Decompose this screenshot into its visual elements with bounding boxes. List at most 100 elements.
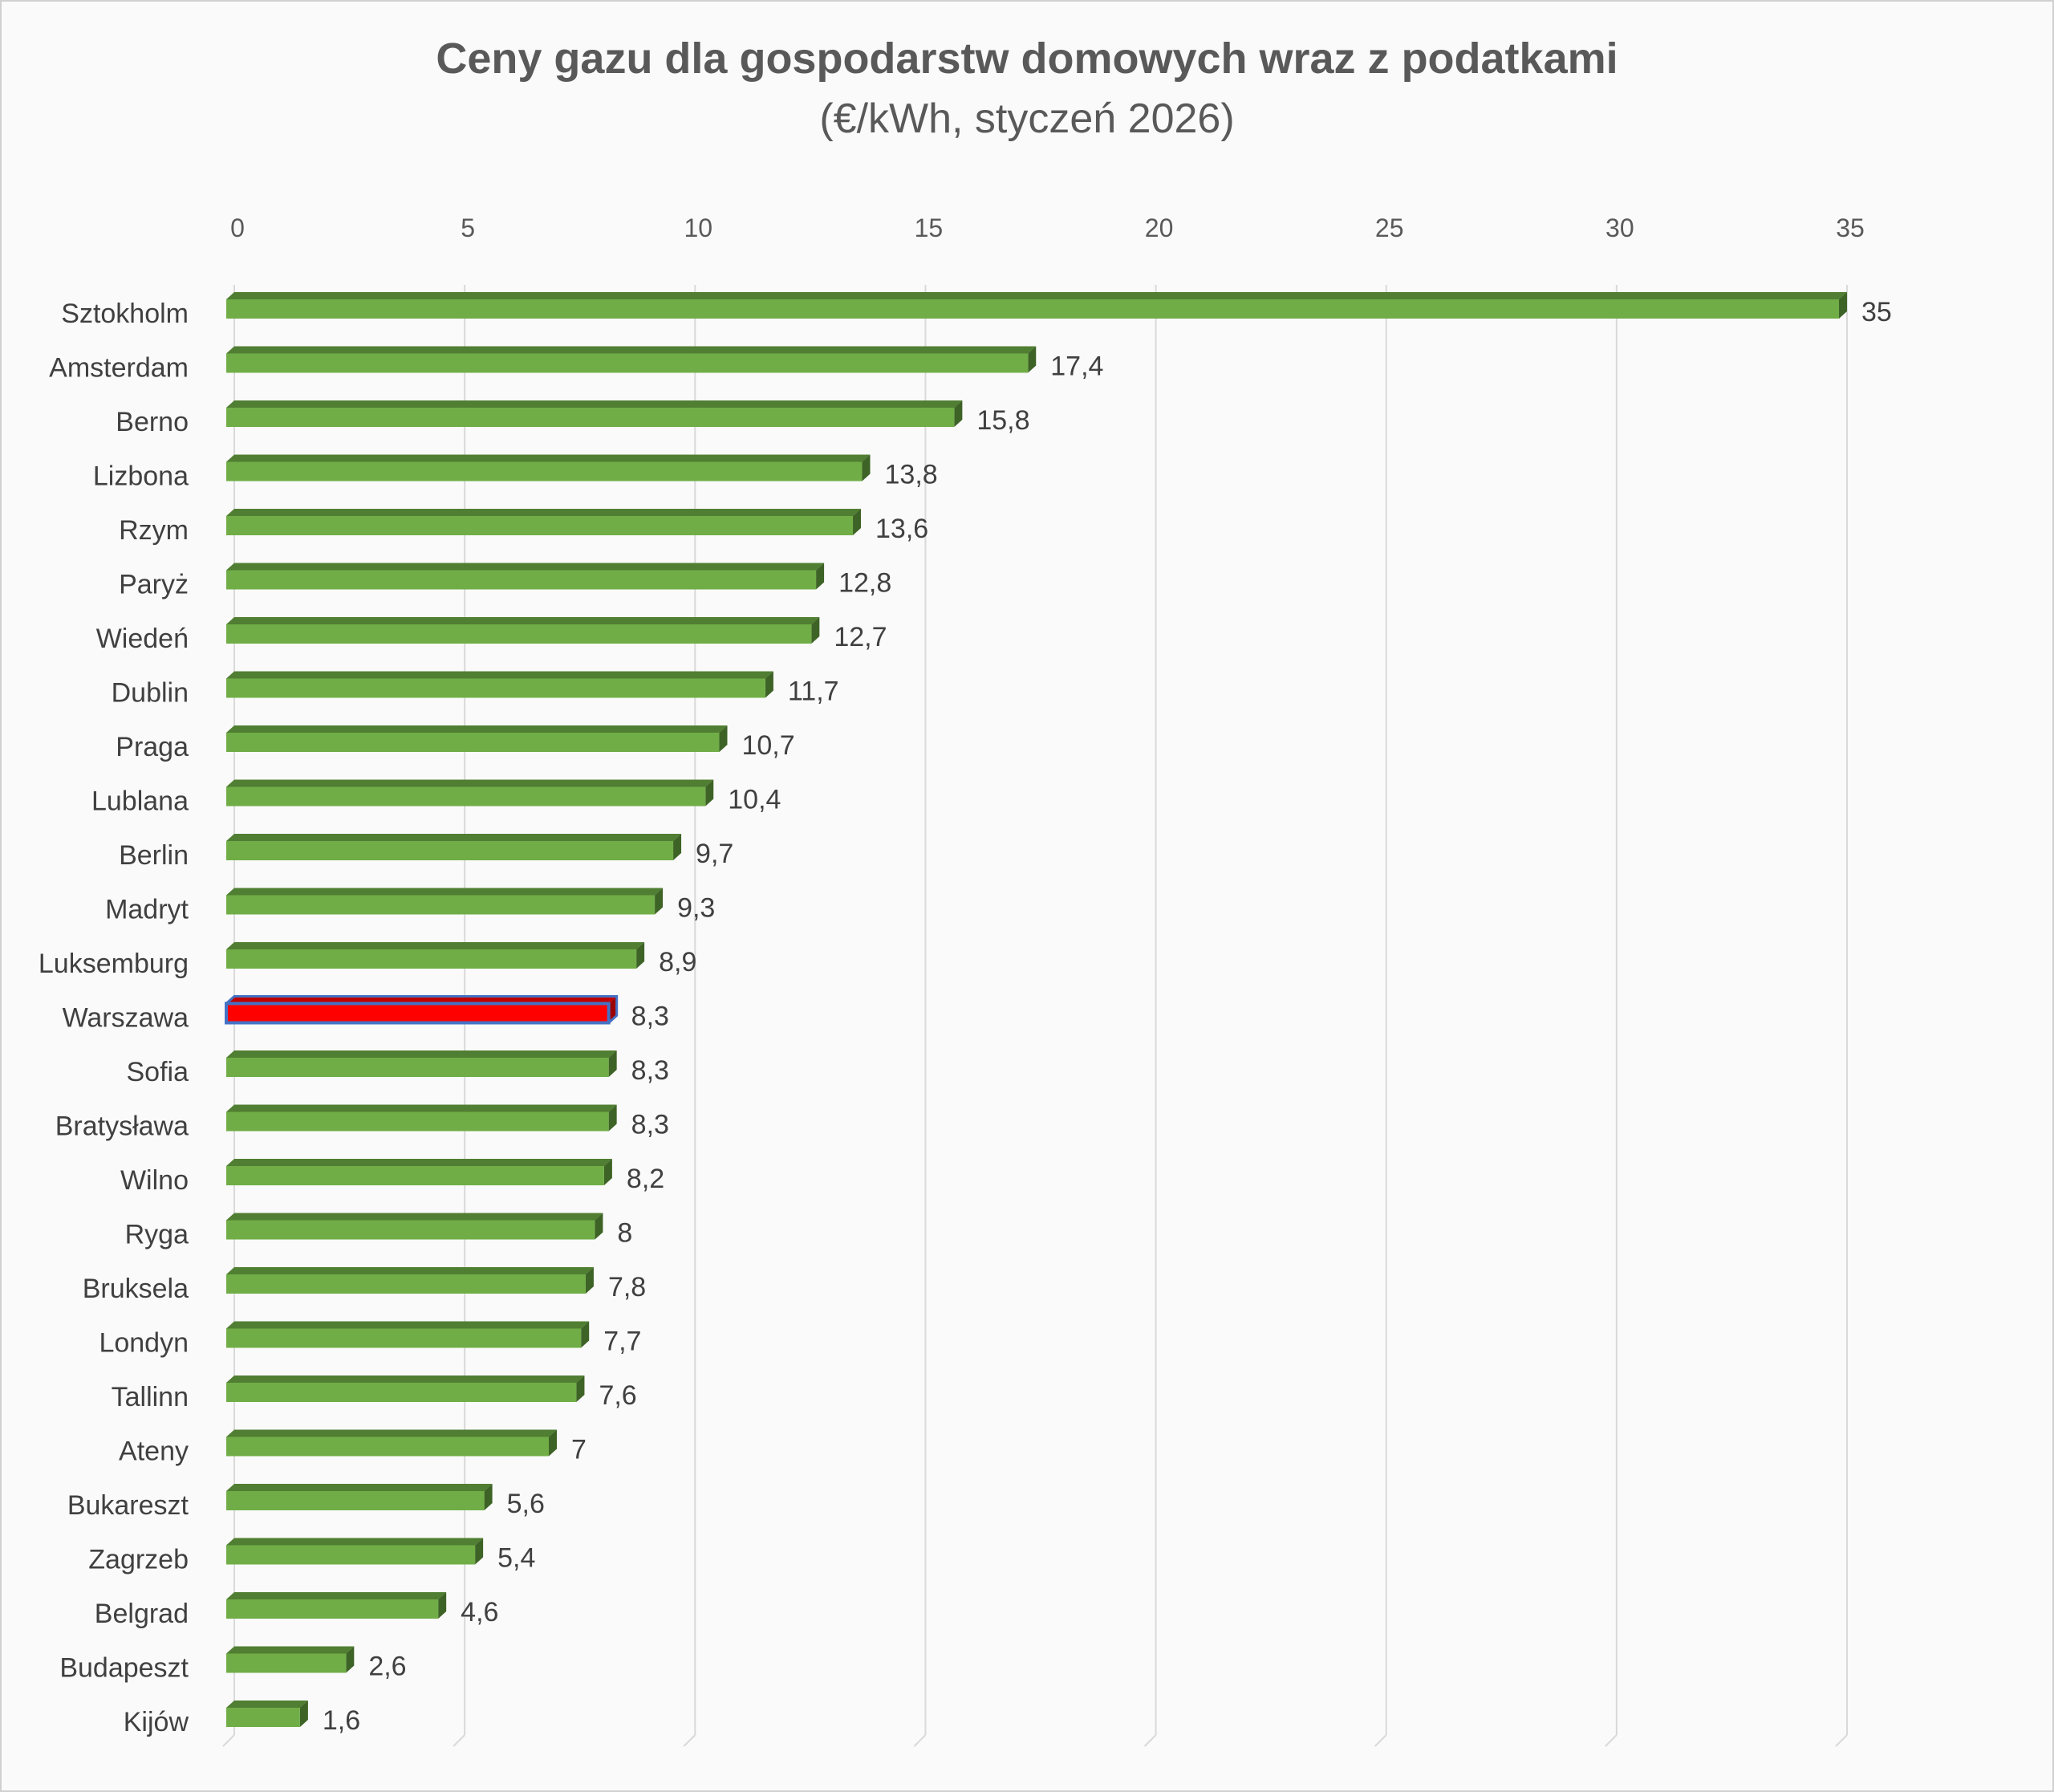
category-label: Lublana (91, 786, 189, 817)
bar-top-face (226, 1592, 447, 1599)
bar-top-face (226, 1701, 308, 1708)
data-label: 11,7 (788, 677, 839, 707)
data-label: 7,6 (599, 1380, 636, 1411)
bar (226, 1491, 485, 1510)
bar-side-face (1839, 292, 1847, 319)
bar-side-face (484, 1484, 493, 1510)
bar-side-face (346, 1646, 355, 1673)
data-label: 8,3 (631, 1055, 669, 1086)
bar-top-face (226, 454, 871, 462)
x-tick-label: 25 (1375, 213, 1404, 242)
gridline-floor (222, 1734, 235, 1747)
bar (226, 408, 955, 427)
bar-top-face (226, 1484, 493, 1491)
category-label: Praga (116, 732, 189, 762)
data-label: 35 (1861, 297, 1892, 327)
bar-side-face (816, 563, 825, 590)
bar-side-face (299, 1701, 308, 1727)
bar-side-face (438, 1592, 447, 1619)
bar (226, 570, 817, 590)
data-label: 8,9 (659, 947, 696, 977)
bar-side-face (475, 1538, 484, 1565)
category-label: Berno (116, 407, 189, 437)
data-label: 13,6 (875, 514, 928, 544)
x-tick-label: 5 (461, 213, 475, 242)
bar-top-face (226, 1538, 484, 1546)
bar-side-face (603, 1159, 612, 1185)
gridline-floor (913, 1734, 927, 1747)
data-label: 12,7 (834, 622, 887, 652)
bar (226, 895, 656, 915)
bar (226, 461, 863, 482)
data-label: 10,7 (741, 730, 794, 761)
bar-top-face (226, 292, 1847, 299)
bar-side-face (581, 1321, 590, 1348)
data-label: 13,8 (885, 460, 938, 490)
bar-top-face (226, 563, 825, 571)
gridline-floor (1143, 1734, 1157, 1747)
bar-side-face (636, 942, 645, 969)
bar (225, 1002, 611, 1025)
bar-top-face (226, 1321, 590, 1329)
bar (226, 353, 1029, 373)
category-label: Wiedeń (96, 624, 189, 654)
bar-side-face (585, 1267, 594, 1294)
category-label: Bratysława (55, 1111, 189, 1142)
data-label: 8,3 (631, 1002, 669, 1032)
bar (226, 1220, 595, 1240)
bar-side-face (705, 779, 714, 807)
bar (226, 1166, 604, 1185)
category-label: Paryż (119, 570, 189, 600)
data-label: 5,6 (507, 1489, 545, 1519)
gridline-floor (683, 1734, 696, 1747)
bar-side-face (608, 1050, 617, 1077)
x-tick-label: 15 (915, 213, 944, 242)
bar-side-face (655, 888, 664, 915)
data-label: 5,4 (497, 1543, 535, 1574)
bar-top-face (226, 1050, 617, 1058)
bar (226, 1111, 609, 1132)
category-label: Bukareszt (67, 1490, 189, 1521)
category-label: Londyn (99, 1328, 189, 1359)
bar-side-face (595, 1213, 603, 1240)
bar-top-face (226, 834, 682, 841)
category-label: Sofia (127, 1057, 189, 1087)
x-tick-label: 10 (684, 213, 712, 242)
bar-side-face (853, 509, 862, 535)
bar-side-face (1028, 346, 1037, 373)
bar-side-face (549, 1429, 557, 1457)
data-label: 7,8 (608, 1272, 646, 1302)
category-label: Berlin (119, 840, 189, 871)
bar-side-face (765, 671, 773, 698)
bar (226, 733, 720, 752)
bar-top-face (226, 346, 1037, 354)
bar-top-face (226, 1104, 617, 1112)
bar-side-face (719, 725, 728, 752)
category-label: Kijów (124, 1707, 189, 1737)
category-label: Belgrad (95, 1599, 189, 1629)
category-label: Ateny (119, 1436, 189, 1467)
gridline-floor (1605, 1734, 1618, 1747)
bar-top-face (226, 1213, 603, 1221)
bar (226, 624, 812, 644)
data-label: 7,7 (603, 1327, 641, 1357)
bar-side-face (811, 617, 820, 644)
category-label: Wilno (120, 1165, 189, 1196)
x-tick-label: 30 (1605, 213, 1634, 242)
data-label: 9,3 (677, 893, 715, 924)
bar-top-face (226, 400, 963, 408)
bar (226, 949, 637, 969)
category-label: Dublin (112, 678, 189, 709)
category-label: Tallinn (112, 1382, 189, 1412)
x-tick-label: 20 (1145, 213, 1174, 242)
bar (226, 678, 765, 698)
bar-top-face (226, 1267, 594, 1274)
bar-highlight-outline (225, 995, 619, 1024)
data-label: 17,4 (1050, 351, 1103, 382)
bar (226, 1058, 609, 1077)
category-label: Ryga (125, 1220, 189, 1250)
chart-title: Ceny gazu dla gospodarstw domowych wraz … (436, 35, 1618, 83)
chart-subtitle: (€/kWh, styczeń 2026) (819, 95, 1235, 142)
category-label: Warszawa (63, 1003, 189, 1034)
